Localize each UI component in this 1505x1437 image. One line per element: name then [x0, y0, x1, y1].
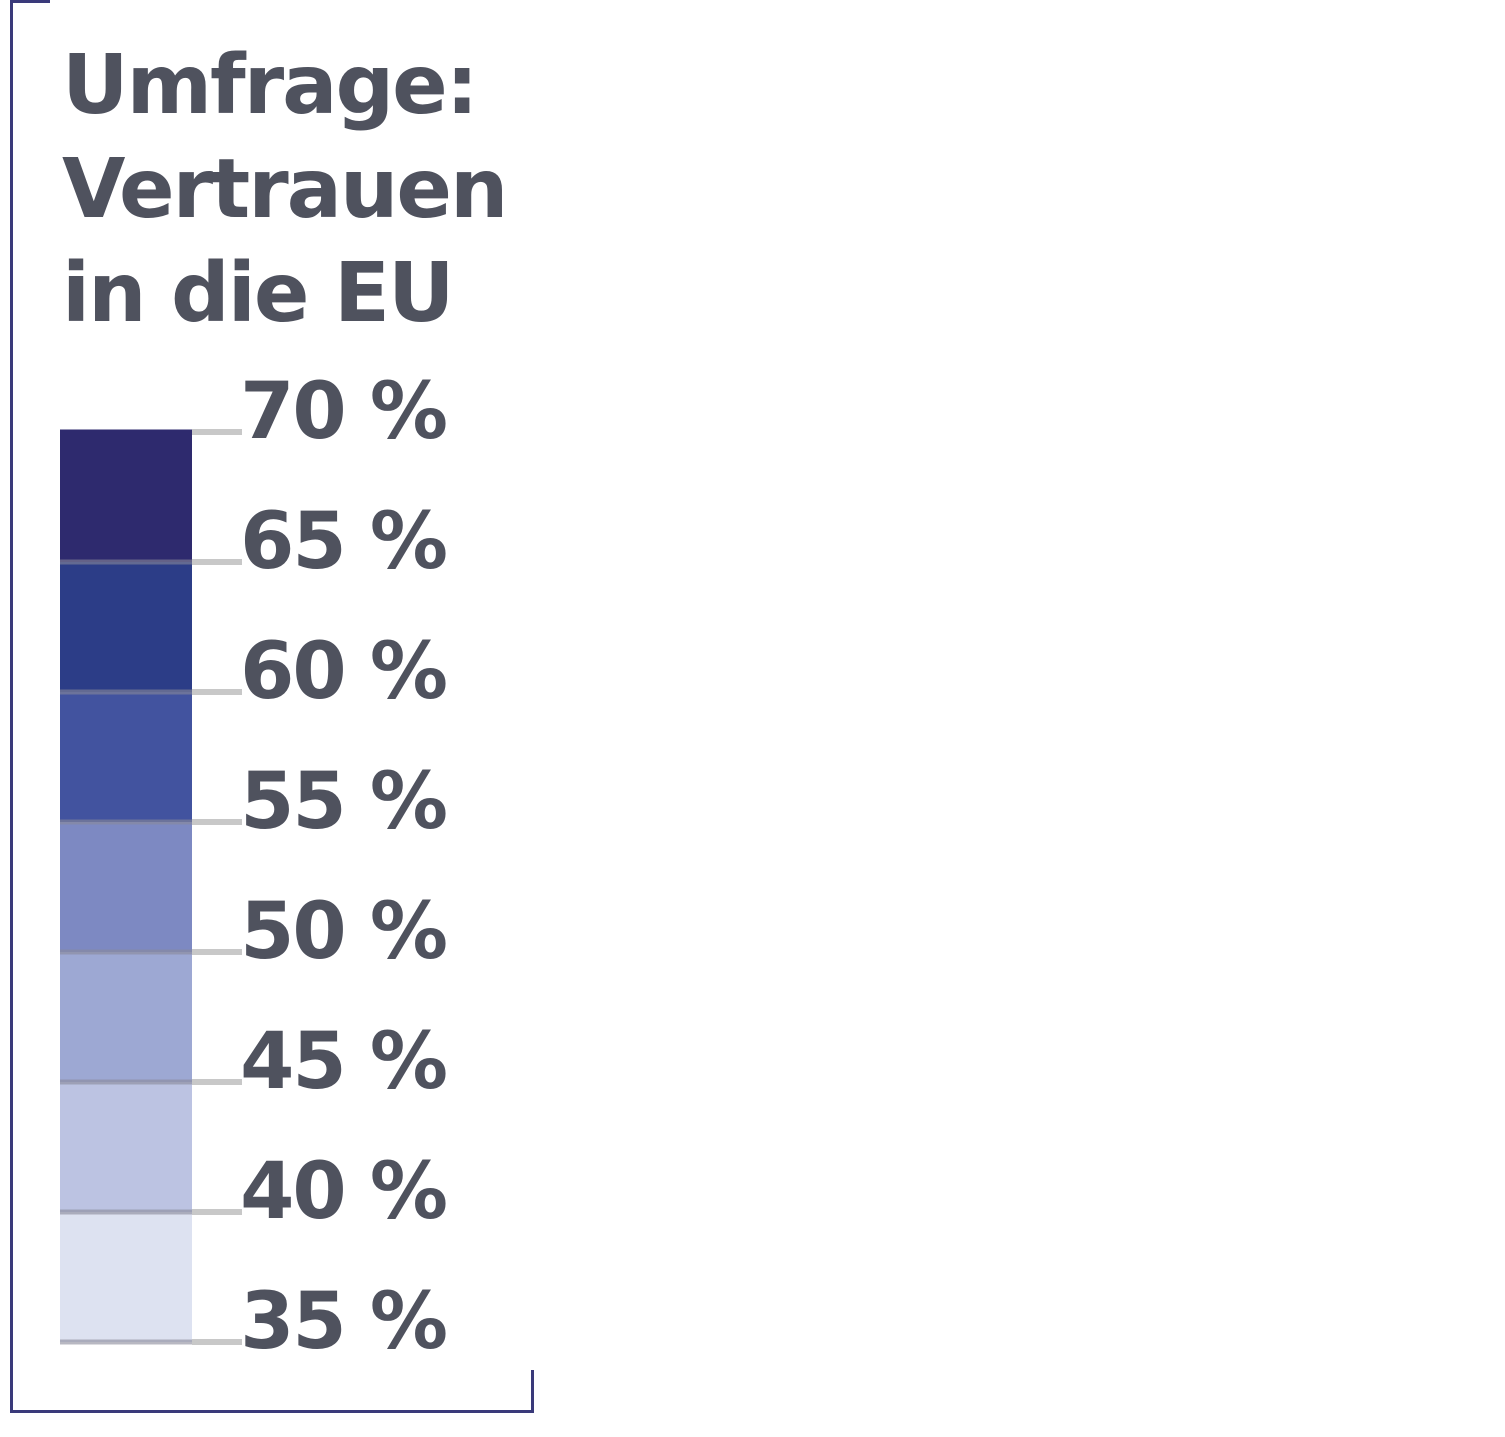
frame-left-border — [10, 0, 13, 1413]
legend-tick-label-35: 35 % — [240, 1277, 446, 1367]
legend-tick-label-45: 45 % — [240, 1017, 446, 1107]
legend-bin-50-55 — [60, 822, 192, 952]
legend-bin-45-50 — [60, 952, 192, 1082]
title-line-1: Umfrage: — [62, 38, 479, 133]
legend-bin-35-40 — [60, 1212, 192, 1342]
title-line-2: Vertrauen — [62, 142, 508, 237]
legend-bin-40-45 — [60, 1082, 192, 1212]
legend-title: Umfrage: Vertrauen in die EU — [62, 34, 522, 346]
legend-bin-60-65 — [60, 562, 192, 692]
frame-right-tick — [531, 1370, 534, 1413]
frame-bottom-border — [10, 1410, 534, 1413]
legend-tick-label-65: 65 % — [240, 497, 446, 587]
legend-tick-label-55: 55 % — [240, 757, 446, 847]
legend-tick-label-70: 70 % — [240, 367, 446, 457]
frame-top-tick — [10, 0, 50, 3]
legend-bin-65-70 — [60, 432, 192, 562]
title-line-3: in die EU — [62, 246, 455, 341]
legend-tick-label-40: 40 % — [240, 1147, 446, 1237]
legend-bin-55-60 — [60, 692, 192, 822]
legend-tick-label-50: 50 % — [240, 887, 446, 977]
legend-tick-label-60: 60 % — [240, 627, 446, 717]
